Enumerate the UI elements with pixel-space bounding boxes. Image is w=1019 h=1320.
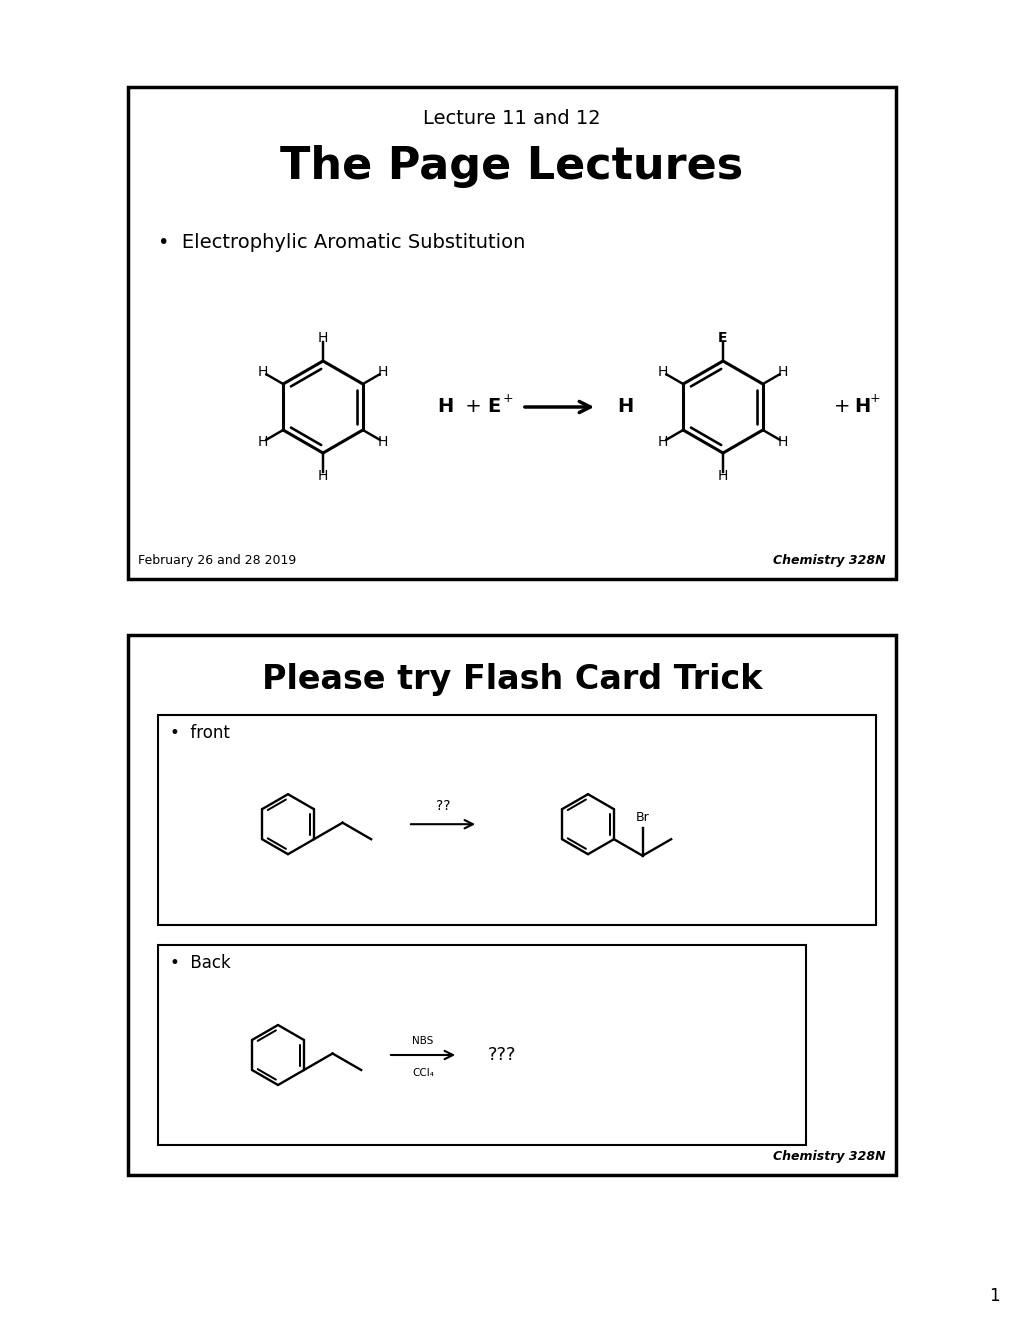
Text: H: H [436,397,452,417]
Bar [127,635,895,1175]
Text: ???: ??? [487,1045,516,1064]
Text: Chemistry 328N: Chemistry 328N [772,1150,886,1163]
Text: The Page Lectures: The Page Lectures [280,145,743,189]
Text: Lecture 11 and 12: Lecture 11 and 12 [423,110,600,128]
Text: Br: Br [635,810,649,824]
Text: •  Electrophylic Aromatic Substitution: • Electrophylic Aromatic Substitution [158,232,525,252]
Text: E: E [486,397,499,417]
Text: H: H [776,434,787,449]
Text: H: H [657,434,667,449]
Text: Chemistry 328N: Chemistry 328N [772,554,886,568]
Text: H: H [616,397,633,417]
Text: H: H [318,469,328,483]
Text: E: E [717,331,727,345]
Text: NBS: NBS [412,1036,433,1045]
Text: H: H [717,469,728,483]
Text: •  front: • front [170,723,229,742]
Text: +: + [834,397,850,417]
Text: 1: 1 [988,1287,999,1305]
Text: H: H [318,331,328,345]
Text: H: H [258,434,268,449]
Text: +: + [459,397,487,417]
Bar [158,945,805,1144]
Text: H: H [657,366,667,380]
Text: Please try Flash Card Trick: Please try Flash Card Trick [262,664,761,697]
Text: +: + [869,392,879,405]
Text: H: H [258,366,268,380]
Text: H: H [377,434,387,449]
Text: ??: ?? [435,799,449,813]
Text: +: + [502,392,514,405]
Text: •  Back: • Back [170,954,230,972]
Text: H: H [853,397,869,417]
Text: H: H [776,366,787,380]
Text: February 26 and 28 2019: February 26 and 28 2019 [138,554,296,568]
Text: CCl₄: CCl₄ [412,1068,433,1078]
Bar [158,715,875,925]
Text: H: H [377,366,387,380]
Bar [127,87,895,579]
